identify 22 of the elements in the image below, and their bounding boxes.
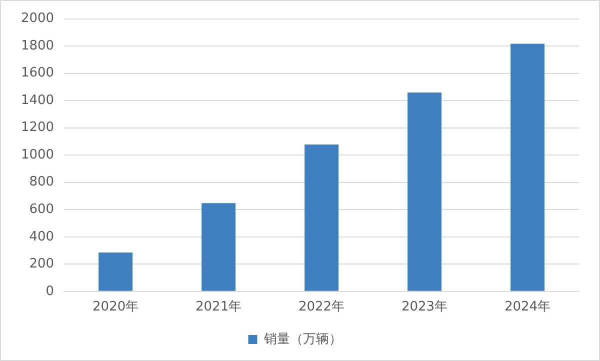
y-tick-label: 2000 — [20, 11, 54, 26]
y-tick-label: 400 — [29, 229, 54, 244]
legend-label: 销量（万辆） — [262, 332, 342, 347]
y-tick-label: 1200 — [20, 120, 54, 136]
bar — [510, 44, 544, 291]
y-tick-label: 1800 — [20, 38, 54, 54]
y-tick-label: 600 — [29, 202, 54, 217]
y-tick-label: 0 — [46, 284, 54, 299]
y-tick-label: 800 — [29, 174, 54, 190]
y-tick-label: 200 — [29, 256, 54, 272]
bar — [98, 252, 133, 291]
x-tick-label: 2023年 — [401, 300, 448, 315]
bar — [408, 92, 442, 291]
bar — [304, 144, 339, 291]
x-tick-label: 2020年 — [92, 300, 139, 315]
x-tick-label: 2022年 — [298, 300, 345, 315]
y-tick-label: 1400 — [20, 92, 54, 108]
bar — [202, 203, 236, 291]
y-tick-label: 1600 — [20, 66, 54, 81]
x-tick-label: 2024年 — [504, 300, 551, 315]
y-tick-label: 1000 — [20, 147, 54, 162]
x-tick-label: 2021年 — [196, 300, 242, 315]
